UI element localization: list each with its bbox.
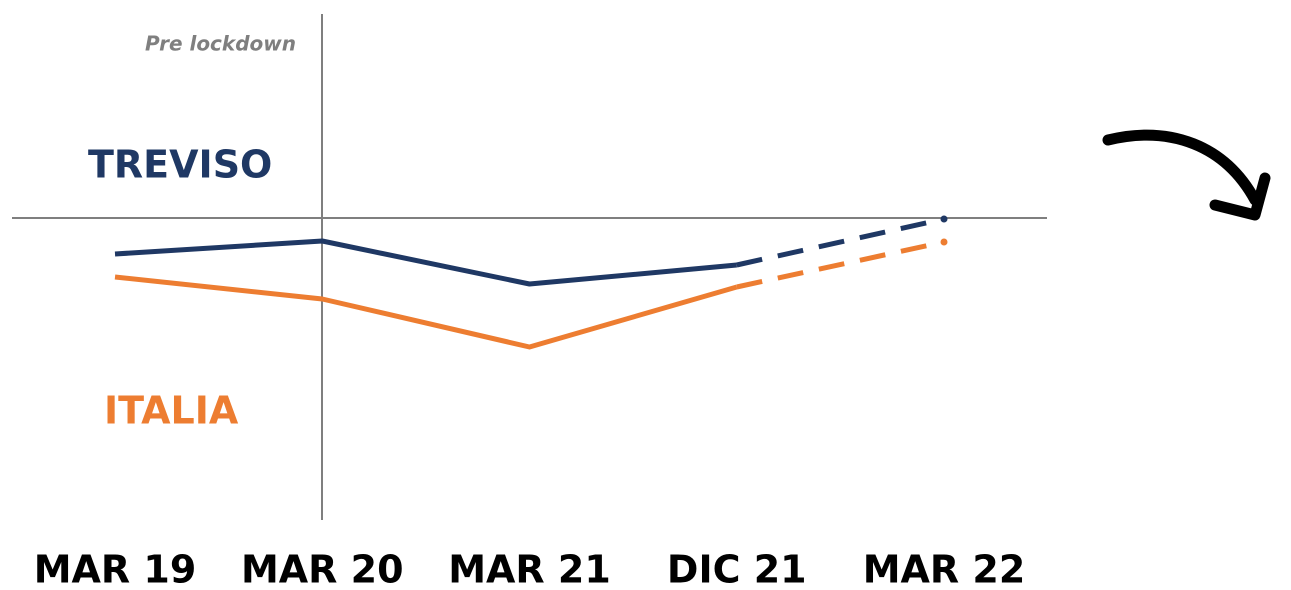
series-line	[114, 238, 737, 287]
x-tick-label: MAR 22	[863, 548, 1026, 590]
x-tick-label: MAR 19	[34, 548, 197, 590]
forecast-line	[736, 239, 945, 290]
x-tick-label: DIC 21	[667, 548, 807, 590]
series-line	[114, 274, 738, 350]
arrow-curve	[1102, 129, 1261, 206]
x-tick-label: MAR 20	[241, 548, 404, 590]
legend-label: ITALIA	[104, 389, 239, 433]
arrow-head	[1209, 172, 1271, 221]
annotation: Pre lockdown	[145, 32, 296, 56]
end-point	[940, 215, 948, 223]
end-point	[940, 238, 948, 246]
x-tick-label: MAR 21	[448, 548, 611, 590]
legend-label: TREVISO	[88, 143, 272, 187]
forecast-line	[736, 216, 945, 268]
